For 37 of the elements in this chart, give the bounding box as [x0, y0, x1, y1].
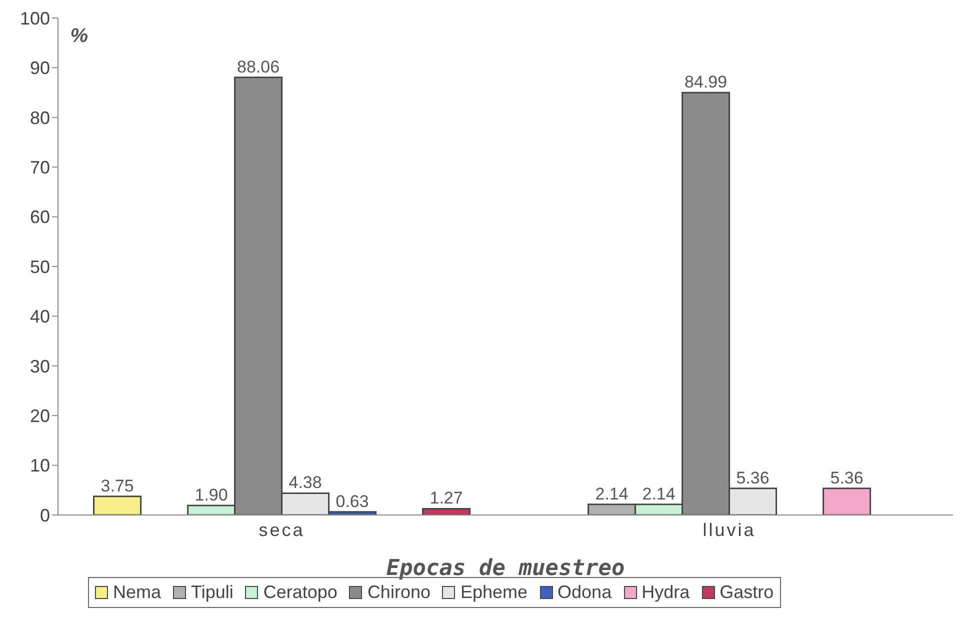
data-label: 1.27 [430, 488, 463, 508]
data-label: 0.63 [336, 492, 369, 511]
data-label: 3.75 [100, 476, 134, 496]
legend-label: Odona [556, 582, 612, 603]
data-label: 1.90 [194, 486, 228, 505]
x-tick-label: seca [258, 520, 305, 540]
y-tick-label: 10 [30, 456, 50, 476]
bar [93, 496, 142, 515]
legend-label: Gastro [718, 582, 774, 603]
y-tick-label: 40 [30, 306, 50, 327]
y-tick-label: 30 [30, 356, 50, 376]
data-label: 84.99 [684, 72, 728, 92]
data-label: 88.06 [237, 57, 280, 76]
data-label: 5.36 [736, 468, 770, 488]
y-tick-label: 50 [30, 256, 50, 277]
bar [422, 508, 471, 515]
y-tick-label: 0 [40, 505, 50, 526]
legend-label: Ceratopo [262, 582, 338, 603]
data-label: 2.14 [642, 484, 676, 504]
y-tick-label: 60 [30, 207, 50, 228]
legend-label: Chirono [366, 582, 430, 603]
data-label: 5.36 [830, 468, 864, 488]
bar [822, 488, 872, 515]
y-tick-label: 20 [30, 406, 50, 426]
legend-label: Nema [112, 582, 162, 603]
x-axis-title: Epocas de muestreo [386, 556, 625, 581]
y-axis-title: % [70, 25, 88, 48]
data-label: 4.38 [288, 473, 322, 492]
y-tick-label: 90 [30, 58, 50, 78]
y-tick-label: 100 [20, 8, 50, 28]
y-tick-label: 70 [30, 157, 50, 178]
legend-label: Epheme [459, 582, 528, 603]
legend-label: Tipuli [190, 582, 234, 603]
x-tick-label: lluvia [702, 520, 756, 540]
data-label: 2.14 [595, 484, 628, 504]
y-tick-label: 80 [30, 108, 50, 128]
legend-label: Hydra [640, 582, 690, 603]
